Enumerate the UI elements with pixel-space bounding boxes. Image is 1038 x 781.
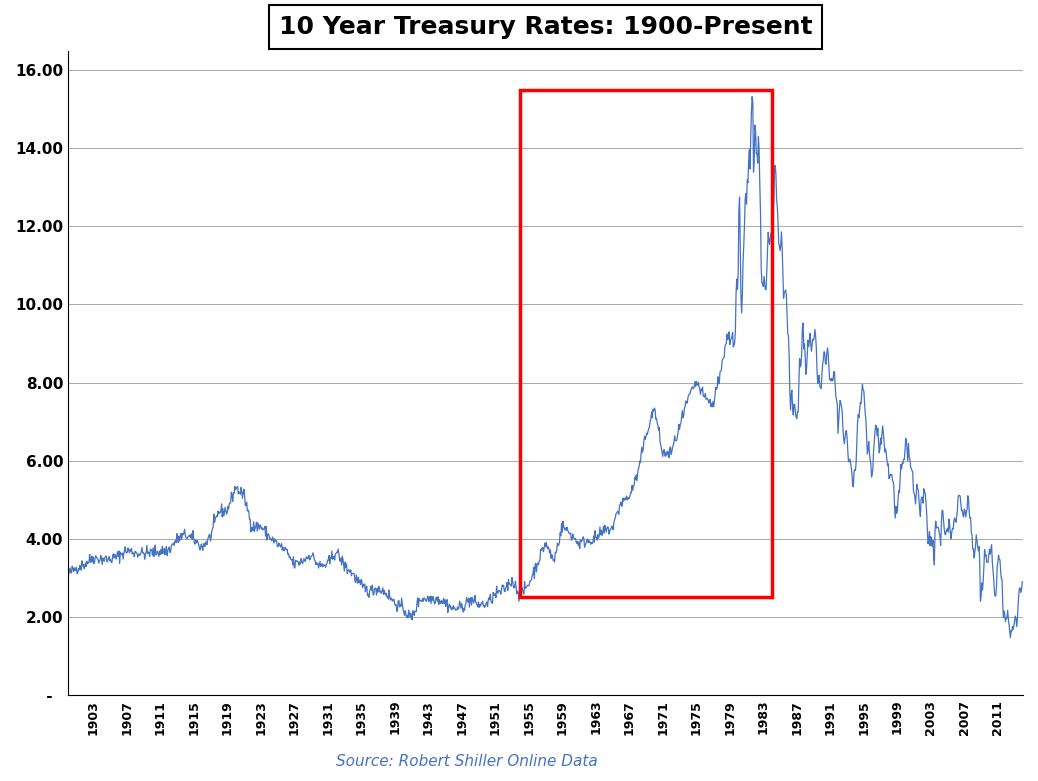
Title: 10 Year Treasury Rates: 1900-Present: 10 Year Treasury Rates: 1900-Present [278, 15, 813, 39]
Text: Source: Robert Shiller Online Data: Source: Robert Shiller Online Data [336, 754, 598, 769]
Bar [520, 90, 771, 597]
